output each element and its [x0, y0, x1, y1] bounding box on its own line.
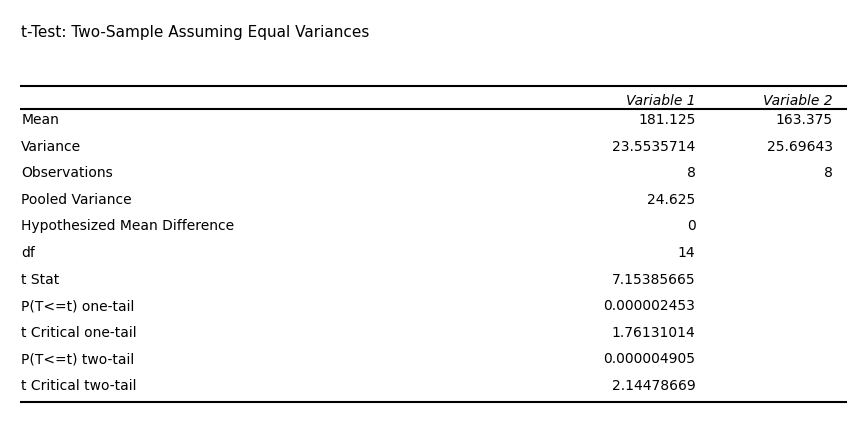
Text: 0: 0 [687, 219, 695, 233]
Text: Pooled Variance: Pooled Variance [22, 193, 132, 207]
Text: 163.375: 163.375 [776, 113, 833, 127]
Text: 1.76131014: 1.76131014 [611, 326, 695, 340]
Text: Variance: Variance [22, 140, 81, 154]
Text: Hypothesized Mean Difference: Hypothesized Mean Difference [22, 219, 234, 233]
Text: Variable 1: Variable 1 [626, 94, 695, 108]
Text: Observations: Observations [22, 166, 113, 180]
Text: 0.000002453: 0.000002453 [603, 299, 695, 313]
Text: 24.625: 24.625 [647, 193, 695, 207]
Text: Variable 2: Variable 2 [763, 94, 833, 108]
Text: 23.5535714: 23.5535714 [612, 140, 695, 154]
Text: P(T<=t) one-tail: P(T<=t) one-tail [22, 299, 134, 313]
Text: Mean: Mean [22, 113, 59, 127]
Text: 181.125: 181.125 [638, 113, 695, 127]
Text: df: df [22, 246, 36, 260]
Text: P(T<=t) two-tail: P(T<=t) two-tail [22, 352, 134, 366]
Text: 8: 8 [824, 166, 833, 180]
Text: 0.000004905: 0.000004905 [603, 352, 695, 366]
Text: t-Test: Two-Sample Assuming Equal Variances: t-Test: Two-Sample Assuming Equal Varian… [22, 25, 369, 40]
Text: 7.15385665: 7.15385665 [612, 273, 695, 286]
Text: t Critical one-tail: t Critical one-tail [22, 326, 137, 340]
Text: t Stat: t Stat [22, 273, 60, 286]
Text: 25.69643: 25.69643 [766, 140, 833, 154]
Text: 2.14478669: 2.14478669 [611, 379, 695, 393]
Text: t Critical two-tail: t Critical two-tail [22, 379, 137, 393]
Text: 14: 14 [678, 246, 695, 260]
Text: 8: 8 [687, 166, 695, 180]
